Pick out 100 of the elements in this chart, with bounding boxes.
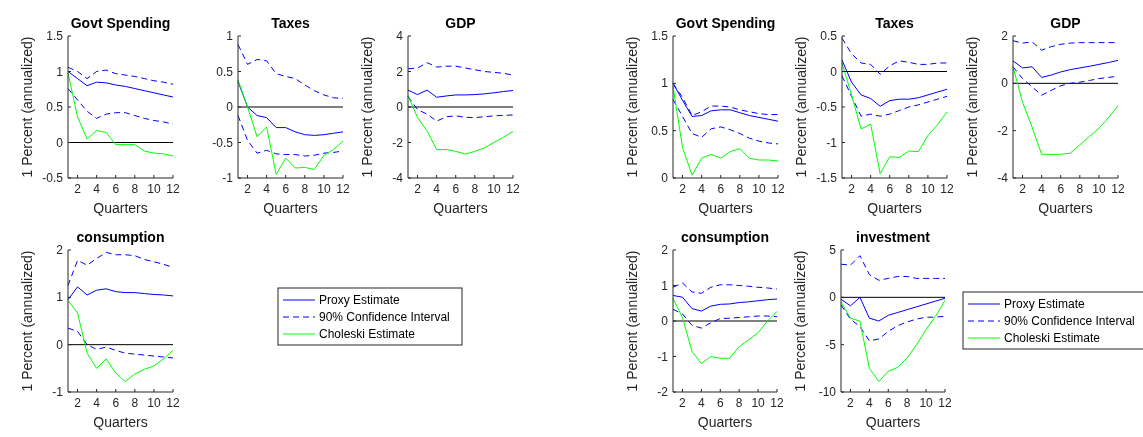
line-series [237,79,344,175]
x-tick-label: 10 [317,182,331,196]
y-axis-title: 1 Percent (annualized) [964,36,980,178]
x-tick-label: 12 [336,182,350,196]
y-tick-label: 2 [396,64,404,79]
y-tick-label: 0 [56,135,64,150]
x-tick-label: 12 [940,182,954,196]
y-tick-label: -0.5 [212,135,234,150]
y-tick-label: 2 [56,243,64,257]
x-axis-title: Quarters [1038,200,1093,216]
y-tick-label: -2 [657,385,669,399]
y-axis-title: 1 Percent (annualized) [624,36,640,178]
x-tick-label: 6 [452,182,460,196]
x-tick-label: 2 [847,396,855,410]
y-tick-label: 0 [226,100,234,114]
x-tick-label: 10 [919,396,934,410]
y-tick-label: -2 [997,123,1009,138]
x-tick-label: 8 [301,182,309,196]
x-tick-label: 2 [74,182,82,196]
line-series [841,75,948,117]
legend-label: 90% Confidence Interval [1004,314,1135,328]
x-tick-label: 10 [921,182,935,196]
x-tick-label: 8 [903,396,911,410]
x-tick-label: 4 [698,396,706,410]
line-series [672,98,779,145]
x-tick-label: 12 [771,182,785,196]
line-series [407,62,514,76]
x-axis-title: Quarters [867,200,922,216]
x-tick-label: 6 [886,182,894,196]
line-series [672,298,778,365]
line-series [1012,59,1119,78]
x-tick-label: 8 [1076,182,1084,196]
y-tick-label: -4 [997,171,1009,185]
y-tick-label: 1 [661,278,669,293]
chart-title: GDP [1050,15,1081,31]
x-tick-label: 10 [487,182,501,196]
chart-title: Taxes [875,15,915,31]
x-tick-label: 2 [414,182,422,196]
y-tick-label: 1 [661,76,669,91]
chart-title: consumption [76,229,165,245]
line-series [840,255,946,281]
y-tick-label: -0.5 [816,100,838,114]
x-tick-label: 4 [433,182,441,196]
x-tick-label: 2 [679,396,687,410]
line-series [407,94,514,155]
y-tick-label: 1 [56,290,64,305]
y-tick-label: 0 [56,337,64,352]
line-series [840,304,946,342]
x-tick-label: 2 [1019,182,1027,196]
x-tick-label: 8 [471,182,479,196]
x-axis-title: Quarters [263,200,318,216]
x-tick-label: 12 [166,182,180,196]
y-tick-label: -5 [825,337,837,352]
x-tick-label: 4 [866,396,874,410]
x-tick-label: 12 [938,396,952,410]
x-axis-title: Quarters [93,200,148,216]
x-tick-label: 4 [93,182,101,196]
y-axis-title: 1 Percent (annualized) [793,36,809,178]
y-tick-label: 0.5 [651,123,669,138]
x-tick-label: 6 [282,182,290,196]
line-series [672,282,778,294]
x-tick-label: 12 [506,182,520,196]
legend-label: Proxy Estimate [319,293,401,307]
y-tick-label: -0.5 [42,171,64,185]
line-series [840,296,946,322]
x-axis-title: Quarters [697,414,753,430]
y-tick-label: 0 [830,64,838,79]
x-tick-label: 8 [735,396,743,410]
x-tick-label: 8 [905,182,913,196]
y-tick-label: 0 [661,171,669,185]
x-tick-label: 4 [698,182,706,196]
x-tick-label: 12 [166,396,180,410]
y-axis-title: 1 Percent (annualized) [359,36,375,178]
chart-title: Govt Spending [675,15,776,31]
x-tick-label: 6 [717,182,725,196]
x-tick-label: 4 [867,182,875,196]
x-tick-label: 4 [1038,182,1046,196]
y-tick-label: -1.5 [816,171,838,185]
y-tick-label: 4 [396,29,404,43]
y-tick-label: 1.5 [46,29,64,43]
line-series [672,294,778,312]
x-tick-label: 2 [679,182,687,196]
y-tick-label: 0.5 [46,100,64,114]
x-tick-label: 4 [93,396,101,410]
x-tick-label: 6 [716,396,724,410]
x-tick-label: 10 [752,182,766,196]
legend-label: Proxy Estimate [1004,297,1086,311]
x-axis-title: Quarters [93,414,148,430]
x-axis-title: Quarters [698,200,753,216]
x-tick-label: 8 [131,396,139,410]
y-axis-title: 1 Percent (annualized) [792,250,808,392]
y-tick-label: 0 [1001,76,1009,91]
line-series [840,299,946,383]
x-tick-label: 6 [112,396,120,410]
y-tick-label: -1 [826,135,838,150]
y-axis-title: 1 Percent (annualized) [19,250,35,392]
x-tick-label: 10 [1092,182,1106,196]
x-tick-label: 2 [74,396,82,410]
x-tick-label: 10 [147,396,161,410]
x-tick-label: 10 [147,182,161,196]
